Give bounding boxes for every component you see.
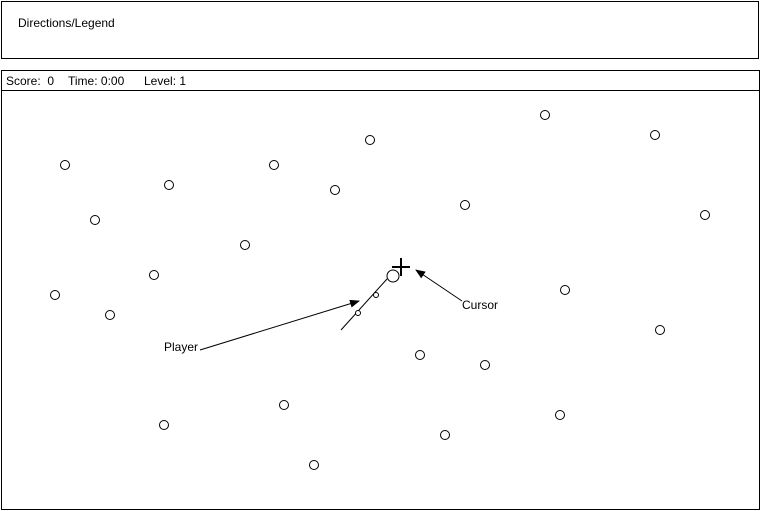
collectible-dot xyxy=(415,350,425,360)
collectible-dot xyxy=(540,110,550,120)
collectible-dot xyxy=(560,285,570,295)
level-label: Level: xyxy=(144,74,177,88)
collectible-dot xyxy=(309,460,319,470)
cursor-annotation-label: Cursor xyxy=(462,298,498,312)
collectible-dot xyxy=(365,135,375,145)
collectible-dot xyxy=(164,180,174,190)
player-tail-segment xyxy=(355,310,361,316)
game-frame[interactable]: Score: 0 Time: 0:00 Level: 1 xyxy=(1,70,760,510)
legend-title: Directions/Legend xyxy=(18,16,115,30)
collectible-dot xyxy=(700,210,710,220)
collectible-dot xyxy=(149,270,159,280)
collectible-dot xyxy=(240,240,250,250)
collectible-dot xyxy=(279,400,289,410)
collectible-dot xyxy=(50,290,60,300)
legend-panel: Directions/Legend xyxy=(1,1,759,59)
score-value: 0 xyxy=(47,74,55,88)
player-body-segment xyxy=(373,292,379,298)
player-annotation-label: Player xyxy=(164,340,198,354)
level-value: 1 xyxy=(179,74,187,88)
player-snake-icon xyxy=(340,269,400,331)
collectible-dot xyxy=(105,310,115,320)
collectible-dot xyxy=(159,420,169,430)
score-display: Score: 0 xyxy=(6,71,54,91)
hud-bar: Score: 0 Time: 0:00 Level: 1 xyxy=(2,71,759,91)
collectible-dot xyxy=(330,185,340,195)
player-annotation-arrow xyxy=(199,299,360,351)
collectible-dot xyxy=(60,160,70,170)
collectible-dot xyxy=(269,160,279,170)
collectible-dot xyxy=(90,215,100,225)
collectible-dot xyxy=(650,130,660,140)
collectible-dot xyxy=(555,410,565,420)
collectible-dot xyxy=(655,325,665,335)
player-head xyxy=(386,269,400,283)
level-display: Level: 1 xyxy=(144,71,186,91)
collectible-dot xyxy=(440,430,450,440)
time-display: Time: 0:00 xyxy=(68,71,124,91)
score-label: Score: xyxy=(6,74,41,88)
cursor-annotation-arrow xyxy=(415,269,463,302)
time-label: Time: xyxy=(68,74,98,88)
time-value: 0:00 xyxy=(100,74,125,88)
collectible-dot xyxy=(460,200,470,210)
collectible-dot xyxy=(480,360,490,370)
crosshair-icon xyxy=(392,258,410,276)
